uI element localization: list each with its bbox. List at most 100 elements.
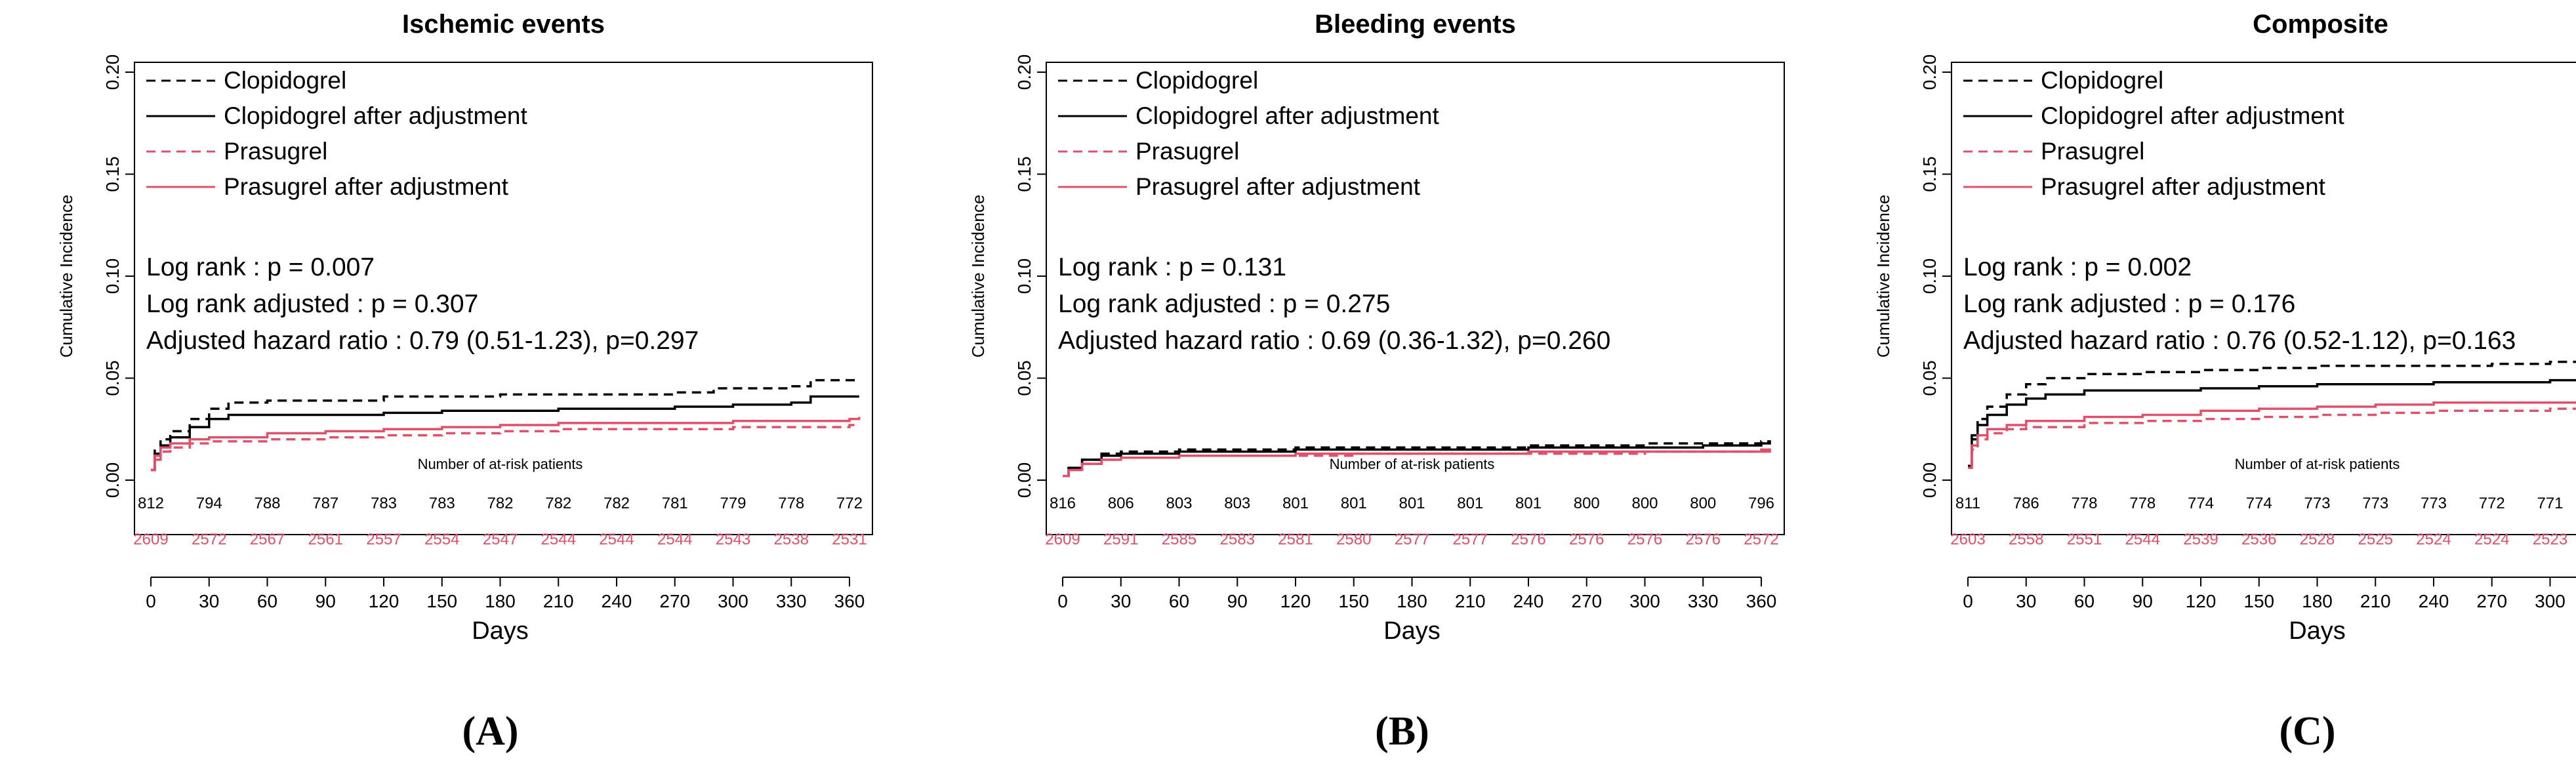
y-tick-label: 0.15 xyxy=(1919,156,1940,192)
at-risk-clopidogrel: 773 xyxy=(2304,495,2330,512)
at-risk-prasugrel: 2576 xyxy=(1627,531,1662,548)
x-tick-label: 30 xyxy=(2016,591,2036,611)
legend-label: Prasugrel after adjustment xyxy=(224,173,509,200)
y-tick-label: 0.10 xyxy=(102,258,123,295)
y-tick-label: 0.00 xyxy=(1014,462,1034,499)
x-tick-label: 150 xyxy=(1338,591,1369,611)
at-risk-clopidogrel: 774 xyxy=(2188,495,2214,512)
at-risk-table: 816 806 803 803 801 801 801 801 801 800 800 800 796 2… xyxy=(1045,495,1778,548)
at-risk-prasugrel: 2561 xyxy=(308,531,343,548)
x-tick-label: 180 xyxy=(2302,591,2333,611)
at-risk-prasugrel: 2567 xyxy=(250,531,285,548)
chart-panel-1: Ischemic events 0.00 0.05 0.10 0.15 0.20 Cumul… xyxy=(56,10,873,754)
at-risk-prasugrel: 2609 xyxy=(133,531,168,548)
x-tick-label: 360 xyxy=(1746,591,1777,611)
y-tick-label: 0.00 xyxy=(1919,462,1940,499)
x-tick-label: 120 xyxy=(369,591,399,611)
y-axis: 0.00 0.05 0.10 0.15 0.20 xyxy=(102,54,134,498)
y-tick-label: 0.15 xyxy=(102,156,123,192)
x-axis-label: Days xyxy=(1383,617,1441,645)
at-risk-clopidogrel: 782 xyxy=(487,495,513,512)
legend-label: Clopidogrel after adjustment xyxy=(224,102,527,129)
x-tick-label: 150 xyxy=(426,591,457,611)
legend-label: Prasugrel xyxy=(1135,138,1239,165)
at-risk-clopidogrel: 812 xyxy=(138,495,164,512)
series-line-prasugrel xyxy=(1968,407,2576,470)
at-risk-prasugrel: 2524 xyxy=(2416,531,2451,548)
legend-label: Prasugrel after adjustment xyxy=(2041,173,2326,200)
series-line-clopidogrel-after-adjustment xyxy=(1063,442,1771,478)
x-axis-label: Days xyxy=(472,617,529,645)
x-tick-label: 270 xyxy=(2476,591,2507,611)
at-risk-prasugrel: 2543 xyxy=(716,531,750,548)
at-risk-prasugrel: 2531 xyxy=(832,531,867,548)
at-risk-prasugrel: 2580 xyxy=(1336,531,1371,548)
at-risk-prasugrel: 2583 xyxy=(1220,531,1255,548)
stat-line: Log rank : p = 0.002 xyxy=(1963,253,2192,281)
at-risk-clopidogrel: 783 xyxy=(371,495,397,512)
at-risk-prasugrel: 2539 xyxy=(2183,531,2218,548)
legend: Clopidogrel Clopidogrel after adjustment P… xyxy=(1058,67,1439,200)
x-tick-label: 330 xyxy=(1688,591,1719,611)
at-risk-clopidogrel: 778 xyxy=(2071,495,2097,512)
x-tick-label: 90 xyxy=(1227,591,1248,611)
at-risk-prasugrel: 2603 xyxy=(1950,531,1985,548)
at-risk-prasugrel: 2577 xyxy=(1395,531,1429,548)
at-risk-clopidogrel: 782 xyxy=(603,495,630,512)
at-risk-prasugrel: 2557 xyxy=(366,531,401,548)
x-tick-label: 90 xyxy=(2133,591,2153,611)
at-risk-clopidogrel: 811 xyxy=(1955,495,1980,512)
at-risk-prasugrel: 2581 xyxy=(1278,531,1313,548)
legend-label: Prasugrel after adjustment xyxy=(1135,173,1421,200)
at-risk-prasugrel: 2551 xyxy=(2067,531,2102,548)
at-risk-table: 812 794 788 787 783 783 782 782 782 781 779 778 772 2… xyxy=(133,495,867,548)
at-risk-prasugrel: 2609 xyxy=(1045,531,1080,548)
at-risk-prasugrel: 2544 xyxy=(599,531,634,548)
at-risk-prasugrel: 2524 xyxy=(2474,531,2509,548)
x-tick-label: 60 xyxy=(1169,591,1189,611)
at-risk-clopidogrel: 778 xyxy=(778,495,804,512)
stats-annotation: Log rank : p = 0.007 Log rank adjusted : … xyxy=(146,253,699,355)
at-risk-clopidogrel: 800 xyxy=(1631,495,1658,512)
x-tick-label: 300 xyxy=(718,591,748,611)
series-line-prasugrel-after-adjustment xyxy=(151,417,861,472)
stat-line: Log rank adjusted : p = 0.176 xyxy=(1963,290,2295,318)
x-tick-label: 300 xyxy=(1629,591,1660,611)
x-tick-label: 0 xyxy=(146,591,156,611)
x-tick-label: 180 xyxy=(485,591,516,611)
x-tick-label: 90 xyxy=(316,591,336,611)
y-axis: 0.00 0.05 0.10 0.15 0.20 xyxy=(1014,54,1046,499)
at-risk-clopidogrel: 773 xyxy=(2421,495,2447,512)
at-risk-prasugrel: 2544 xyxy=(657,531,692,548)
chart-panel-3: Composite 0.00 0.05 0.10 0.15 0.20 Cumulative … xyxy=(1873,10,2576,754)
x-tick-label: 210 xyxy=(2360,591,2391,611)
at-risk-prasugrel: 2538 xyxy=(774,531,809,548)
at-risk-clopidogrel: 774 xyxy=(2246,495,2272,512)
at-risk-clopidogrel: 801 xyxy=(1515,495,1542,512)
chart-title: Ischemic events xyxy=(402,10,605,39)
at-risk-prasugrel: 2536 xyxy=(2241,531,2276,548)
at-risk-prasugrel: 2544 xyxy=(2125,531,2160,548)
at-risk-clopidogrel: 801 xyxy=(1341,495,1367,512)
series-line-prasugrel xyxy=(151,424,859,472)
x-tick-label: 60 xyxy=(2074,591,2095,611)
at-risk-prasugrel: 2544 xyxy=(541,531,576,548)
stat-line: Log rank : p = 0.131 xyxy=(1058,253,1286,281)
stat-line: Log rank adjusted : p = 0.275 xyxy=(1058,290,1390,318)
at-risk-prasugrel: 2576 xyxy=(1686,531,1721,548)
stat-line: Adjusted hazard ratio : 0.69 (0.36-1.32)… xyxy=(1058,327,1610,355)
y-tick-label: 0.20 xyxy=(1919,54,1940,91)
stat-line: Log rank adjusted : p = 0.307 xyxy=(146,290,478,318)
y-tick-label: 0.05 xyxy=(1919,360,1940,396)
y-axis-label: Cumulative Incidence xyxy=(1873,195,1893,358)
at-risk-clopidogrel: 772 xyxy=(836,495,863,512)
at-risk-header: Number of at-risk patients xyxy=(2235,456,2400,472)
at-risk-clopidogrel: 786 xyxy=(2013,495,2039,512)
legend-label: Clopidogrel after adjustment xyxy=(2041,102,2344,129)
y-tick-label: 0.05 xyxy=(1014,360,1034,396)
legend-label: Clopidogrel xyxy=(224,67,346,94)
at-risk-clopidogrel: 773 xyxy=(2362,495,2388,512)
y-tick-label: 0.20 xyxy=(1014,54,1034,91)
